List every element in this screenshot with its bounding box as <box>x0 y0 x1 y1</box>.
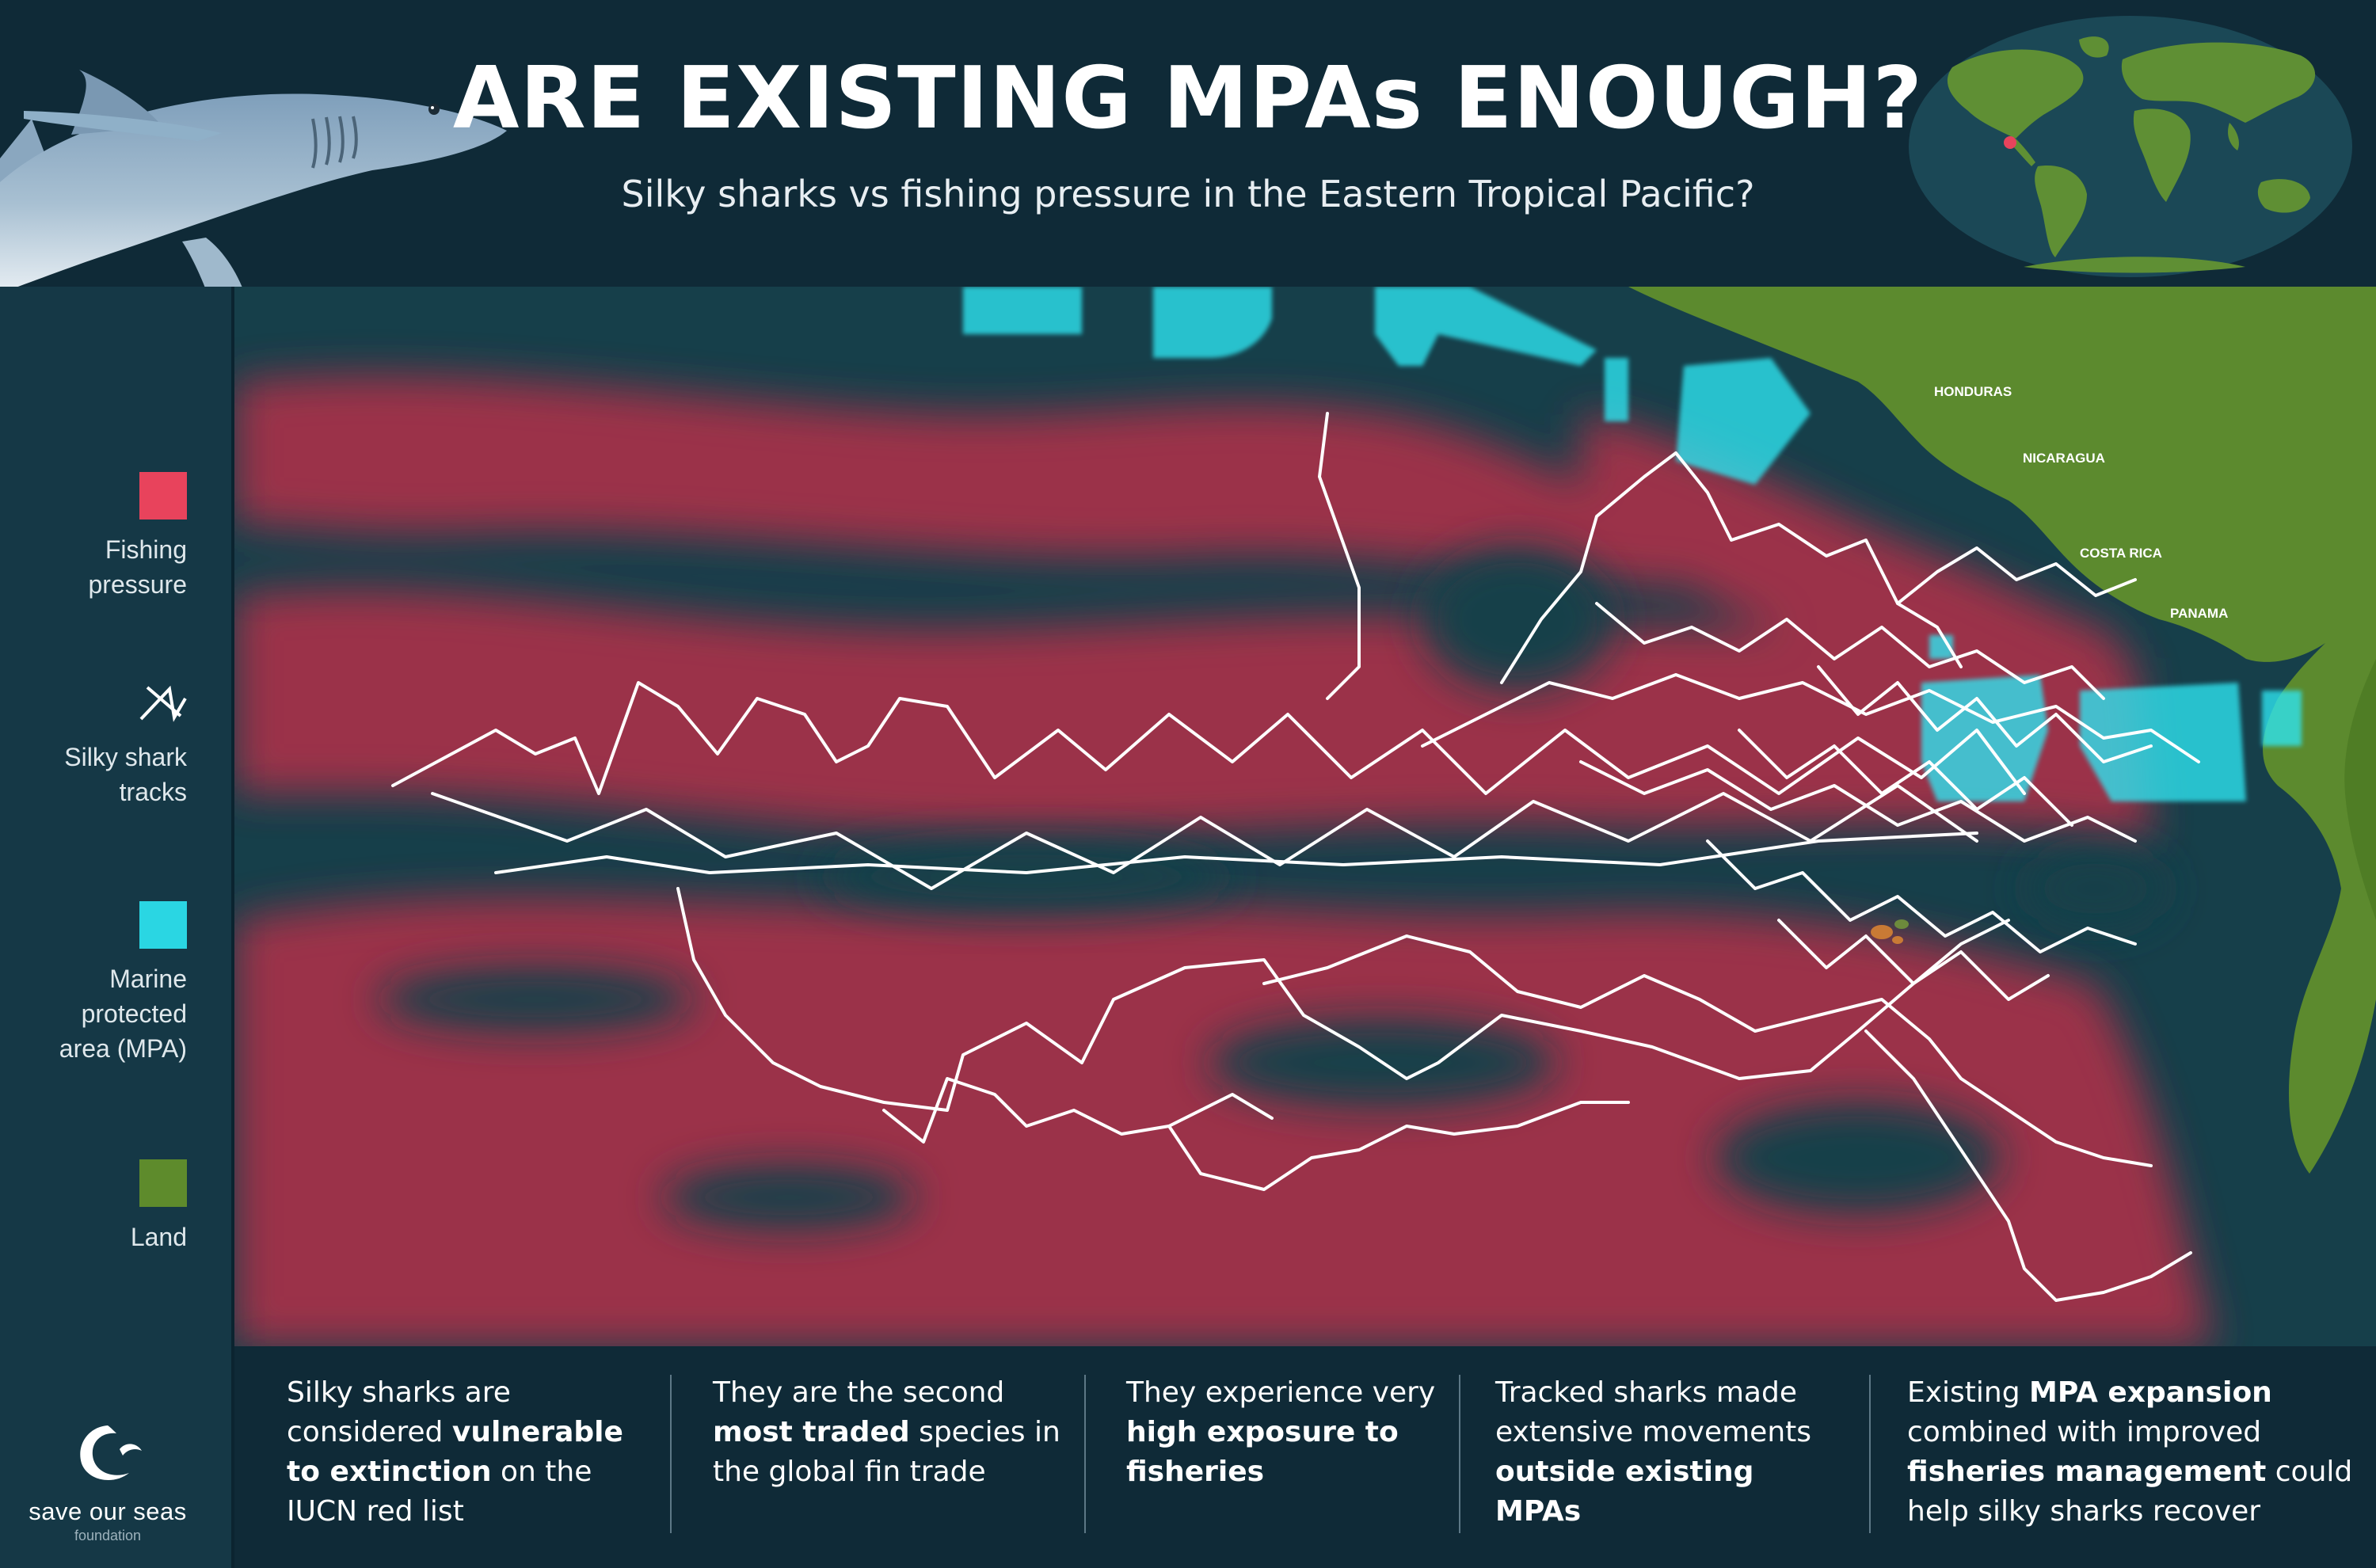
legend-fishing-pressure: Fishing pressure <box>88 472 188 602</box>
fact-highlight: outside existing MPAs <box>1495 1456 1754 1528</box>
fact-1: Silky sharks are considered vulnerable t… <box>287 1373 635 1532</box>
fact-text: Silky sharks are considered <box>287 1376 511 1448</box>
legend-mpa: Marine protected area (MPA) <box>59 901 187 1066</box>
fact-text: combined with improved <box>1907 1416 2262 1448</box>
fact-3: They experience very high exposure to fi… <box>1126 1373 1467 1492</box>
legend-label: Marine protected area (MPA) <box>59 965 187 1063</box>
fact-5: Existing MPA expansion combined with imp… <box>1907 1373 2366 1532</box>
legend-sidebar: Fishing pressure Silky shark tracks Mari… <box>0 287 234 1568</box>
ocean-patches <box>377 548 2167 1229</box>
world-map-globe <box>1909 16 2352 277</box>
galapagos-islands <box>1871 919 1909 944</box>
fact-divider <box>1869 1375 1871 1533</box>
marine-protected-areas <box>963 287 2302 801</box>
south-america-land <box>2344 659 2376 920</box>
fishing-pressure-layer <box>234 375 2214 1346</box>
country-label-panama: PANAMA <box>2170 606 2228 621</box>
legend-label: Silky shark tracks <box>64 743 187 806</box>
logo-name: save our seas <box>29 1498 187 1525</box>
fact-text: They experience very <box>1126 1376 1436 1409</box>
fact-text: They are the second <box>713 1376 1005 1409</box>
header: ARE EXISTING MPAs ENOUGH? Silky sharks v… <box>0 0 2376 372</box>
fact-text: Existing <box>1907 1376 2030 1409</box>
study-area-marker <box>2004 136 2016 149</box>
fact-highlight: MPA expansion <box>2029 1376 2272 1409</box>
legend-land: Land <box>131 1159 187 1254</box>
logo-subtitle: foundation <box>74 1528 142 1543</box>
fact-text: on the IUCN red list <box>287 1456 592 1528</box>
legend-label: Land <box>130 1223 187 1251</box>
land-swatch <box>139 1159 187 1207</box>
track-lines-icon <box>139 685 187 722</box>
fact-2: They are the second most traded species … <box>713 1373 1061 1492</box>
silky-shark-tracks <box>391 412 2200 1302</box>
page-subtitle: Silky sharks vs fishing pressure in the … <box>621 173 1755 215</box>
fact-divider <box>1084 1375 1086 1533</box>
central-america-land <box>1470 287 2376 1174</box>
legend-shark-tracks: Silky shark tracks <box>64 679 187 809</box>
legend-label: Fishing pressure <box>88 535 188 599</box>
country-label-nicaragua: NICARAGUA <box>2023 451 2105 466</box>
wave-logo-icon <box>80 1425 142 1481</box>
page-title: ARE EXISTING MPAs ENOUGH? <box>452 49 1924 148</box>
facts-footer: Silky sharks are considered vulnerable t… <box>234 1346 2376 1568</box>
fishing-pressure-swatch <box>139 472 187 519</box>
country-label-honduras: HONDURAS <box>1934 384 2012 399</box>
fact-text: could help silky sharks recover <box>1907 1456 2353 1528</box>
country-label-costa-rica: COSTA RICA <box>2080 546 2162 561</box>
fact-4: Tracked sharks made extensive movements … <box>1495 1373 1836 1532</box>
fact-highlight: most traded <box>713 1416 910 1448</box>
fact-divider <box>1459 1375 1460 1533</box>
save-our-seas-logo: save our seas foundation <box>29 1418 187 1544</box>
eastern-tropical-pacific-map: HONDURAS NICARAGUA COSTA RICA PANAMA <box>234 287 2376 1346</box>
fact-highlight: fisheries management <box>1907 1456 2267 1488</box>
fact-divider <box>670 1375 672 1533</box>
fact-text: species in the global fin trade <box>713 1416 1060 1488</box>
mpa-swatch <box>139 901 187 949</box>
fact-highlight: vulnerable to extinction <box>287 1416 623 1488</box>
fact-highlight: high exposure to fisheries <box>1126 1416 1399 1488</box>
fact-text: Tracked sharks made extensive movements <box>1495 1376 1812 1448</box>
